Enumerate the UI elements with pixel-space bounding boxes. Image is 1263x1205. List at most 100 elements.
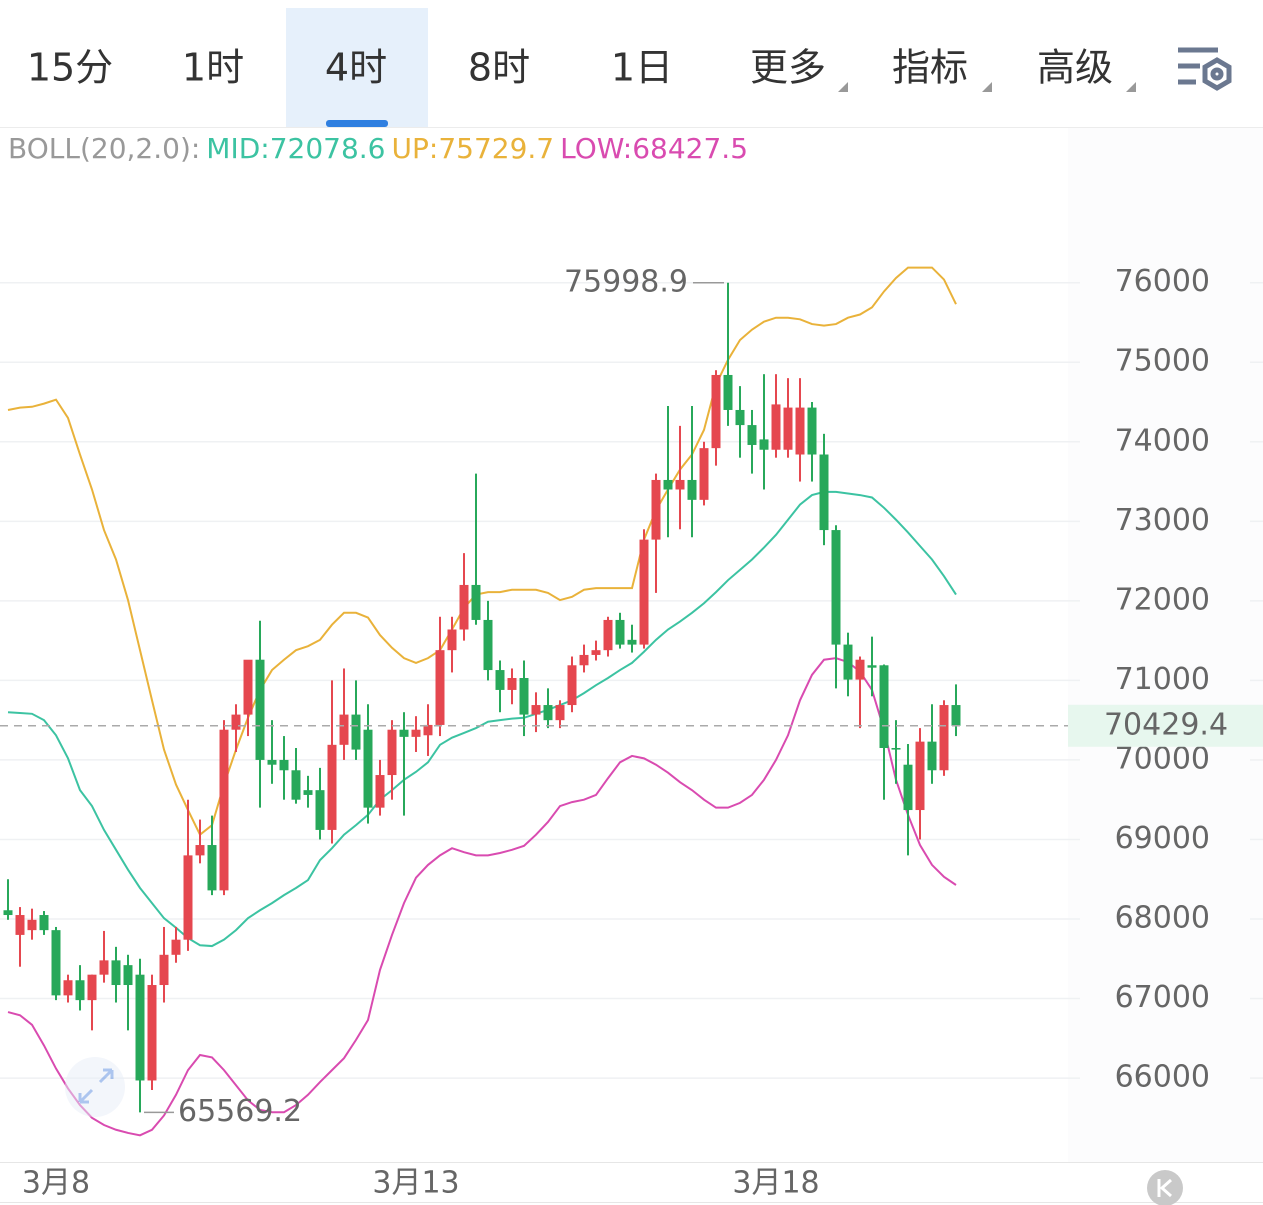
x-tick-label: 3月18 (732, 1166, 819, 1201)
candle-body (207, 845, 217, 891)
candle-body (567, 665, 577, 706)
candle-body (507, 678, 517, 690)
candle-body (903, 764, 913, 811)
candle-body (411, 729, 421, 737)
candle-body (375, 775, 385, 808)
candle-body (27, 919, 37, 931)
candle-body (735, 409, 745, 426)
candle-body (879, 665, 889, 748)
candle-body (651, 479, 661, 540)
min-label: 65569.2 (178, 1094, 302, 1129)
expand-icon[interactable] (65, 1057, 125, 1117)
candle-body (315, 790, 325, 830)
candle-body (891, 748, 901, 750)
candle-body (951, 705, 961, 726)
candle-body (639, 539, 649, 645)
candle-body (63, 980, 73, 996)
candle-body (831, 530, 841, 645)
candle-body (927, 741, 937, 771)
candle-body (447, 629, 457, 651)
candle-body (759, 439, 769, 450)
timeframe-tab[interactable]: 8时 (468, 46, 530, 90)
x-tick-label: 3月8 (22, 1166, 90, 1201)
timeframe-tab[interactable]: 15分 (27, 46, 113, 90)
y-tick-label: 70000 (1115, 741, 1210, 776)
candle-body (771, 404, 781, 450)
candle-body (807, 407, 817, 455)
candle-body (747, 425, 757, 445)
x-tick-label: 3月13 (372, 1166, 459, 1201)
candle-body (783, 407, 793, 450)
max-label: 75998.9 (564, 264, 688, 299)
timeframe-tab[interactable]: 1日 (611, 46, 673, 90)
y-tick-label: 68000 (1115, 901, 1210, 936)
candle-body (99, 960, 109, 975)
candle-body (663, 479, 673, 490)
candle-body (603, 619, 613, 651)
candle-body (615, 619, 625, 645)
y-tick-label: 67000 (1115, 980, 1210, 1015)
candle-body (459, 584, 469, 630)
candle-body (531, 705, 541, 715)
candle-body (3, 910, 13, 916)
candle-body (243, 659, 253, 715)
timeframe-tab[interactable]: 4时 (325, 46, 387, 90)
dropdown-mark (838, 82, 848, 92)
candle-body (183, 855, 193, 940)
candle-body (519, 678, 529, 715)
candle-body (39, 915, 49, 931)
dropdown-mark (1126, 82, 1136, 92)
candle-body (819, 454, 829, 531)
selected-tab-underline (326, 120, 388, 127)
candle-body (351, 714, 361, 750)
candle-body (687, 479, 697, 500)
legend-entry: MID:72078.6 (206, 132, 385, 165)
candle-body (195, 845, 205, 856)
kline-logo[interactable] (1147, 1170, 1183, 1205)
y-tick-label: 66000 (1115, 1060, 1210, 1095)
candle-body (579, 654, 589, 666)
candle-body (303, 790, 313, 795)
y-tick-label: 72000 (1115, 582, 1210, 617)
y-tick-label: 69000 (1115, 821, 1210, 856)
candle-body (387, 729, 397, 776)
candle-body (255, 659, 265, 760)
legend-entry: UP:75729.7 (392, 132, 555, 165)
candle-body (723, 374, 733, 410)
y-tick-label: 74000 (1115, 423, 1210, 458)
timeframe-tab[interactable]: 指标 (892, 46, 968, 90)
candle-body (483, 619, 493, 671)
dropdown-mark (982, 82, 992, 92)
candle-body (867, 665, 877, 668)
candle-body (279, 759, 289, 771)
candle-body (699, 448, 709, 500)
candle-body (111, 960, 121, 986)
timeframe-tab[interactable]: 1时 (182, 46, 244, 90)
candle-body (363, 729, 373, 808)
candle-body (711, 374, 721, 449)
candle-body (435, 650, 445, 725)
candle-body (135, 974, 145, 1081)
selected-tab-bg (286, 8, 428, 127)
candle-body (843, 644, 853, 680)
settings-icon[interactable] (1178, 47, 1232, 91)
y-tick-label: 73000 (1115, 503, 1210, 538)
y-tick-label: 75000 (1115, 344, 1210, 379)
legend-entry: LOW:68427.5 (560, 132, 748, 165)
timeframe-tab[interactable]: 更多 (750, 46, 826, 90)
candle-body (291, 770, 301, 800)
last-price-label: 70429.4 (1104, 707, 1228, 742)
candle-body (159, 954, 169, 986)
candle-body (327, 744, 337, 830)
candle-body (171, 939, 181, 955)
candle-body (423, 724, 433, 736)
candle-body (915, 741, 925, 811)
candle-body (399, 729, 409, 737)
last-price-tag (1068, 704, 1263, 747)
candle-body (795, 407, 805, 455)
candle-body (231, 714, 241, 730)
timeframe-tab[interactable]: 高级 (1037, 46, 1113, 90)
candle-body (51, 930, 61, 996)
candle-body (543, 705, 553, 721)
